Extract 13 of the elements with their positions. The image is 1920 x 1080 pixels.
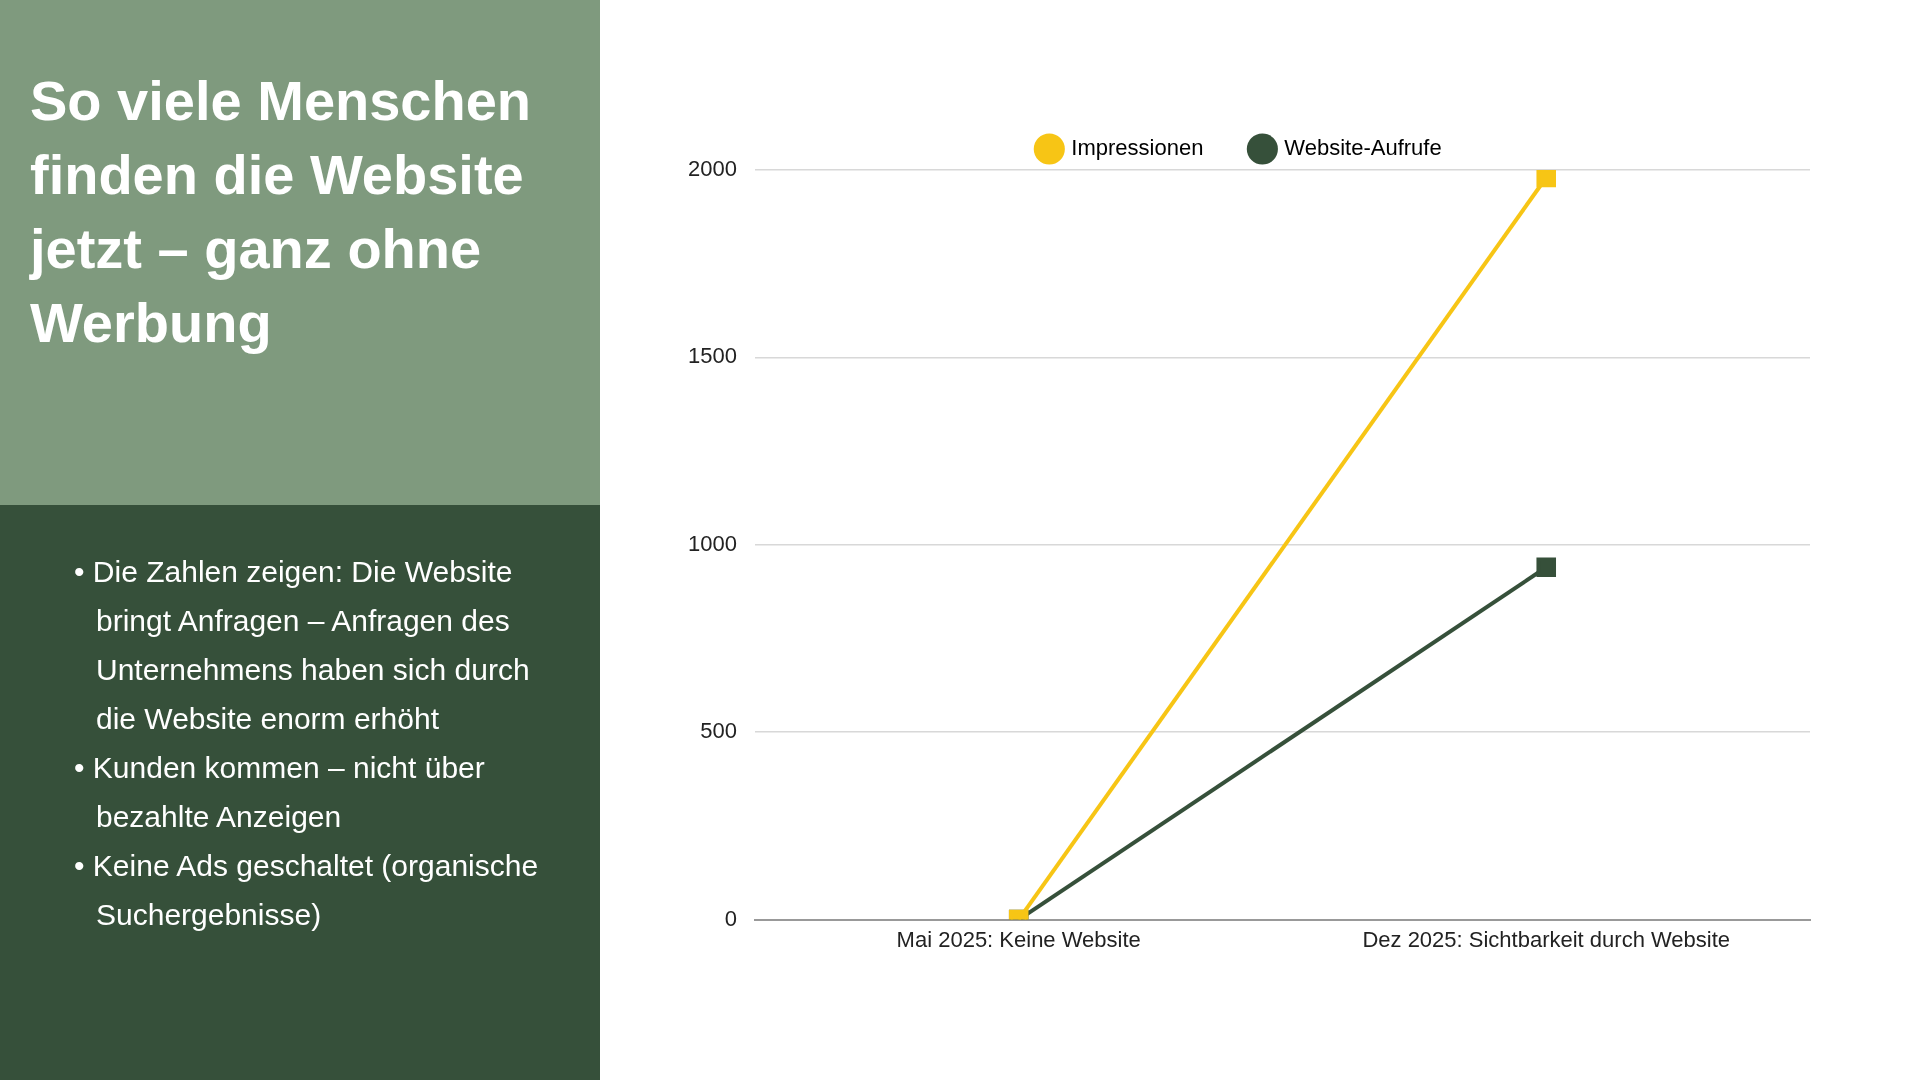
x-tick-label: Dez 2025: Sichtbarkeit durch Website xyxy=(1362,926,1731,952)
y-tick-label: 500 xyxy=(700,718,737,744)
x-tick-label: Mai 2025: Keine Website xyxy=(896,926,1141,952)
y-tick-label: 1500 xyxy=(687,343,737,369)
text: • Die Zahlen zeigen: Die Website bringt Anfragen – Anfragen des Unternehmens haben sich durch die Website enorm erhöht xyxy=(74,554,531,737)
legend-label: Website-Aufrufe xyxy=(1284,135,1442,161)
y-tick-label: 0 xyxy=(724,905,737,931)
y-tick-label: 2000 xyxy=(687,156,737,182)
text: • Kunden kommen – nicht über bezahlte Anzeigen xyxy=(74,750,486,835)
y-tick-label: 1000 xyxy=(687,530,737,556)
text: So viele Menschen finden die Website jetzt – ganz ohne Werbung xyxy=(30,68,533,356)
text: • Keine Ads geschaltet (organische Suchergebnisse) xyxy=(74,848,540,933)
legend-label: Impressionen xyxy=(1071,135,1204,161)
